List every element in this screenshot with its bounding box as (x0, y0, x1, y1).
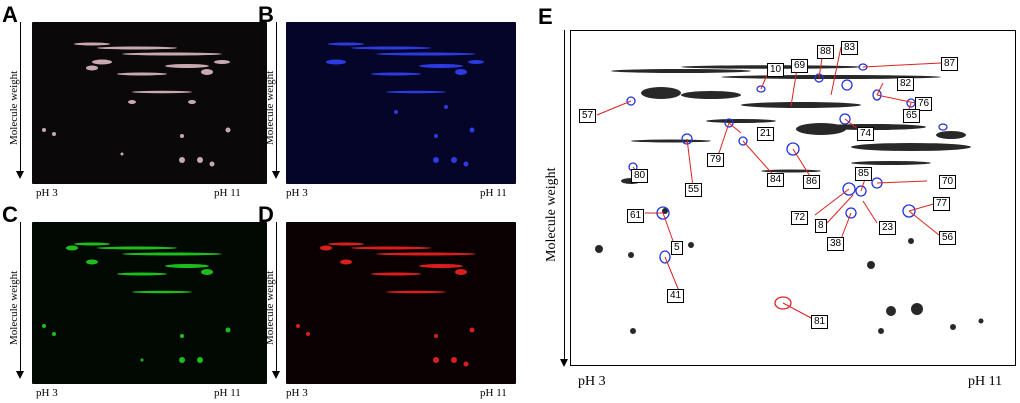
panel-e-axis-arrow (560, 359, 568, 367)
spot-label-69: 69 (791, 59, 809, 73)
panel-a-xlabel-right: pH 11 (214, 187, 241, 199)
panel-c-axis-arrow (16, 371, 24, 379)
panel-e-xlabel-right: pH 11 (968, 374, 1003, 389)
panel-d-xlabel-left: pH 3 (286, 387, 308, 399)
panel-b-xlabel-left: pH 3 (286, 187, 308, 199)
panel-d-gel-spots (296, 242, 476, 367)
spot-label-5: 5 (671, 241, 683, 255)
panel-letter-d: D (258, 202, 274, 227)
panel-letter-e: E (538, 4, 553, 29)
spot-81-outline (774, 296, 792, 310)
panel-a-xlabel-left: pH 3 (36, 187, 58, 199)
spot-label-70: 70 (939, 175, 957, 189)
spot-label-23: 23 (879, 221, 897, 235)
panel-d-axis-arrow (272, 371, 280, 379)
spot-label-85: 85 (855, 167, 873, 181)
panel-c-gel-spots (42, 242, 231, 363)
panel-e-xlabel-left: pH 3 (578, 374, 606, 389)
panel-b-axis-arrow (272, 171, 280, 179)
panel-b-ylabel: Molecule weight (264, 70, 276, 145)
panel-c-ylabel: Molecule weight (8, 270, 20, 345)
spot-label-86: 86 (803, 175, 821, 189)
panel-d-y-axis (276, 222, 277, 372)
panel-b-xlabel-right: pH 11 (480, 187, 507, 199)
panel-a-ylabel: Molecule weight (8, 70, 20, 145)
spot-label-56: 56 (939, 231, 957, 245)
spot-outlines (626, 63, 948, 264)
panel-letter-c: C (2, 202, 18, 227)
panel-a-gel-spots (42, 42, 231, 167)
spot-label-57: 57 (579, 109, 597, 123)
spot-label-74: 74 (857, 127, 875, 141)
spot-label-76: 76 (915, 97, 933, 111)
spot-label-82: 82 (897, 77, 915, 91)
panel-b-y-axis (276, 22, 277, 172)
spot-label-84: 84 (767, 173, 785, 187)
spot-label-80: 80 (631, 169, 649, 183)
panel-e-gel-image: 10 69 88 83 87 82 76 65 57 21 74 79 84 8… (570, 30, 1016, 366)
spot-label-8: 8 (815, 219, 827, 233)
panel-letter-a: A (2, 2, 18, 27)
panel-c-y-axis (20, 222, 21, 372)
panel-e-y-axis (564, 30, 565, 360)
panel-c-xlabel-right: pH 11 (214, 387, 241, 399)
spot-label-87: 87 (941, 57, 959, 71)
panel-b-gel-image (286, 22, 516, 184)
panel-d-ylabel: Molecule weight (264, 270, 276, 345)
spot-label-21: 21 (757, 127, 775, 141)
spot-label-61: 61 (627, 209, 645, 223)
spot-label-38: 38 (827, 237, 845, 251)
panel-e-ylabel: Molecule weight (544, 167, 559, 262)
spot-label-55: 55 (685, 183, 703, 197)
panel-d-xlabel-right: pH 11 (480, 387, 507, 399)
spot-label-72: 72 (791, 211, 809, 225)
spot-label-88: 88 (817, 45, 835, 59)
spot-label-79: 79 (707, 153, 725, 167)
panel-a-axis-arrow (16, 171, 24, 179)
spot-label-65: 65 (903, 109, 921, 123)
panel-letter-b: B (258, 2, 274, 27)
spot-label-41: 41 (667, 289, 685, 303)
panel-c-xlabel-left: pH 3 (36, 387, 58, 399)
panel-a-gel-image (32, 22, 267, 184)
spot-label-83: 83 (841, 41, 859, 55)
panel-c-gel-image (32, 222, 267, 384)
panel-a-y-axis (20, 22, 21, 172)
panel-d-gel-image (286, 222, 516, 384)
spot-label-81: 81 (811, 315, 829, 329)
spot-label-77: 77 (933, 197, 951, 211)
panel-b-gel-spots (326, 42, 484, 167)
spot-label-10: 10 (767, 63, 785, 77)
